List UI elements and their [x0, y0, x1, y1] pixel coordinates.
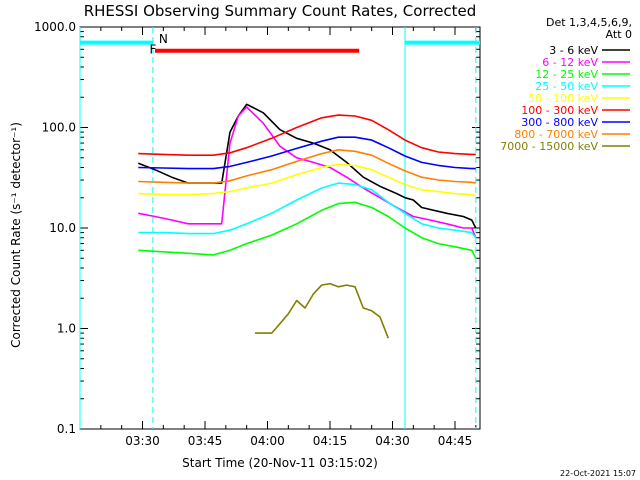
- legend-label-300-800-kev: 300 - 800 keV: [521, 116, 598, 129]
- chart-title: RHESSI Observing Summary Count Rates, Co…: [84, 2, 477, 20]
- x-axis: 03:30 03:45 04:00 04:15 04:30 04:45: [79, 27, 477, 448]
- plot-frame: [79, 26, 481, 430]
- x-tick-label: 04:15: [313, 434, 348, 448]
- series-group: [138, 103, 477, 339]
- flare-flag: F: [149, 42, 156, 56]
- legend-label-12-25-kev: 12 - 25 keV: [535, 68, 598, 81]
- x-tick-label: 03:30: [125, 434, 160, 448]
- plot-border: [79, 26, 481, 430]
- series-12-25-kev: [138, 201, 477, 259]
- x-tick-label: 04:30: [375, 434, 410, 448]
- legend-label-6-12-kev: 6 - 12 keV: [542, 56, 598, 69]
- legend-label-50-100-kev: 50 - 100 keV: [528, 92, 598, 105]
- series-6-12-kev: [138, 106, 477, 239]
- series-50-100-kev: [138, 163, 476, 197]
- legend-label-3-6-kev: 3 - 6 keV: [549, 44, 598, 57]
- x-tick-label: 03:45: [188, 434, 223, 448]
- series-25-50-kev: [138, 182, 477, 239]
- legend-header-2: Att 0: [606, 28, 632, 41]
- series-800-7000-kev: [138, 149, 476, 184]
- observing-markers: FN: [79, 27, 480, 429]
- x-tick-label: 04:00: [250, 434, 285, 448]
- legend-header-1: Det 1,3,4,5,6,9,: [546, 16, 632, 29]
- x-tick-label: 04:45: [438, 434, 473, 448]
- y-tick-label: 0.1: [57, 422, 76, 436]
- series-300-800-kev: [138, 136, 476, 170]
- legend-label-800-7000-kev: 800 - 7000 keV: [514, 128, 598, 141]
- y-tick-label: 1.0: [57, 322, 76, 336]
- legend-label-100-300-kev: 100 - 300 keV: [521, 104, 598, 117]
- night-flag: N: [159, 32, 168, 46]
- legend-label-25-50-kev: 25 - 50 keV: [535, 80, 598, 93]
- y-axis-label: Corrected Count Rate (s⁻¹ detector⁻¹): [9, 122, 23, 348]
- footer-stamp: 22-Oct-2021 15:07: [560, 469, 636, 478]
- y-tick-label: 1000.0: [34, 20, 76, 34]
- y-tick-label: 10.0: [49, 221, 76, 235]
- y-tick-label: 100.0: [42, 121, 76, 135]
- y-axis: 0.1 1.0 10.0 100.0 1000.0: [34, 20, 480, 436]
- series-7000-15000-kev: [255, 282, 390, 339]
- legend-label-7000-15000-kev: 7000 - 15000 keV: [500, 140, 598, 153]
- series-100-300-kev: [138, 114, 476, 156]
- x-axis-label: Start Time (20-Nov-11 03:15:02): [182, 456, 378, 470]
